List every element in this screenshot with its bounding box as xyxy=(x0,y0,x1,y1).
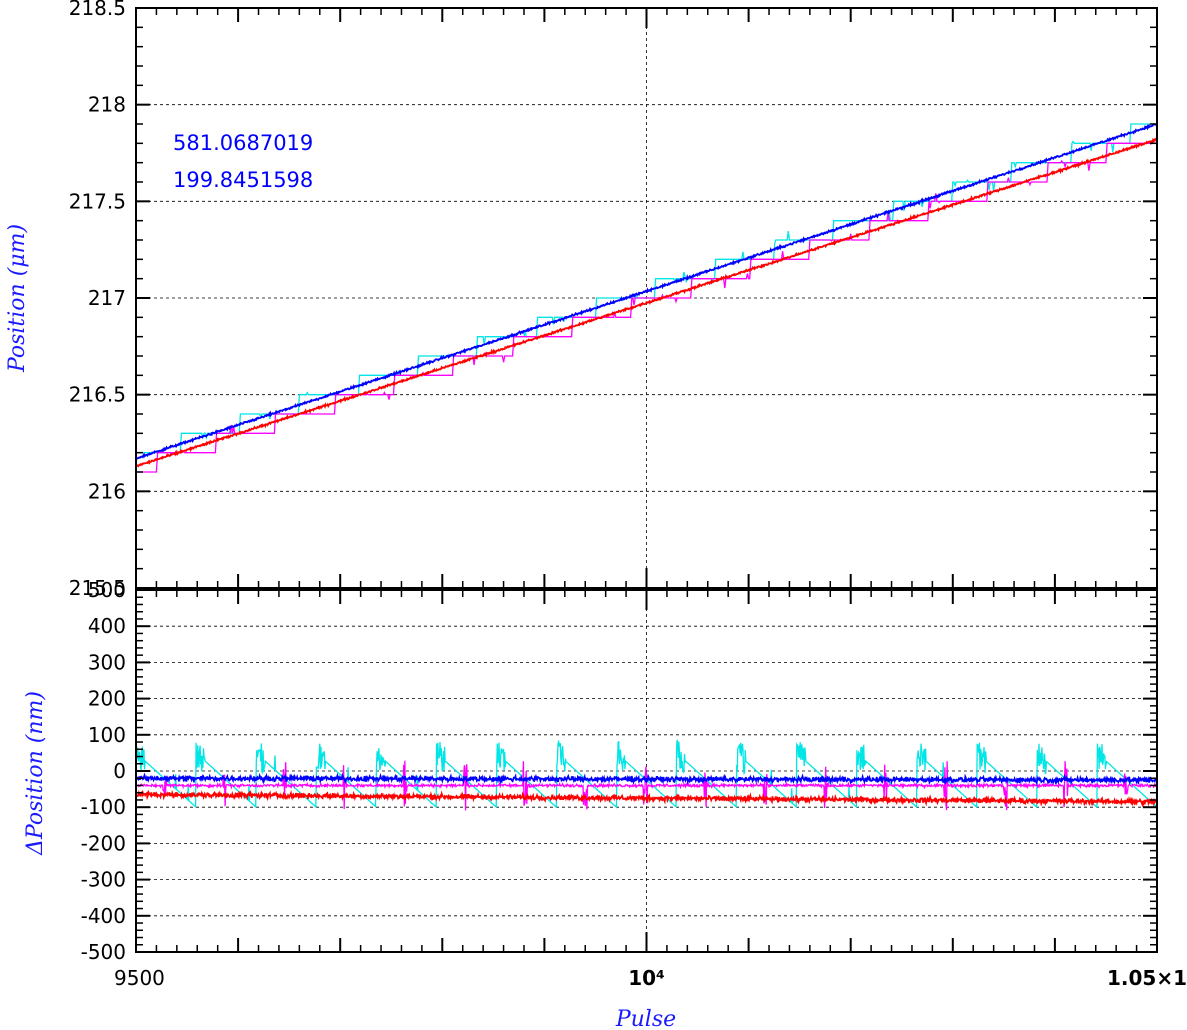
bottom-y-axis-title: ΔPosition (nm) xyxy=(23,691,48,856)
x-tick-label: 10⁴ xyxy=(628,966,665,990)
top-ytick-label: 218.5 xyxy=(69,0,126,20)
bottom-ytick-label: -200 xyxy=(81,831,126,855)
top-ytick-label: 216.5 xyxy=(69,383,126,407)
grid-layer xyxy=(136,8,1157,952)
bottom-ytick-label: -400 xyxy=(81,904,126,928)
top-ytick-label: 216 xyxy=(88,479,126,503)
bottom-series-magenta xyxy=(135,760,1158,811)
x-tick-label: 9500 xyxy=(114,966,165,990)
top-ytick-label: 218 xyxy=(88,93,126,117)
bottom-ytick-label: 400 xyxy=(88,614,126,638)
frame-layer xyxy=(135,7,1158,953)
label-layer: 215.5 216 216.5 217 217.5 218 218.5 -500 -400 -30… xyxy=(69,0,1187,990)
bottom-series-red xyxy=(135,789,1158,808)
top-ytick-label: 217.5 xyxy=(69,189,126,213)
x-axis-title: Pulse xyxy=(615,1007,676,1030)
bottom-ytick-label: 300 xyxy=(88,650,126,674)
top-series-blue xyxy=(135,123,1158,460)
bottom-ytick-label: 100 xyxy=(88,723,126,747)
series-layer xyxy=(135,123,1158,811)
top-ytick-label: 215.5 xyxy=(69,576,126,600)
bottom-series-blue xyxy=(135,772,1158,787)
bottom-ytick-label: -500 xyxy=(81,940,126,964)
annotation-2: 199.8451598 xyxy=(173,168,313,192)
annotation-1: 581.0687019 xyxy=(173,131,313,155)
bottom-ytick-label: 0 xyxy=(113,759,126,783)
x-tick-label: 1.05×1 xyxy=(1107,966,1187,990)
top-ytick-label: 217 xyxy=(88,286,126,310)
top-y-axis-title: Position (μm) xyxy=(5,224,30,373)
bottom-ytick-label: 200 xyxy=(88,687,126,711)
bottom-ytick-label: -100 xyxy=(81,795,126,819)
bottom-ytick-label: -300 xyxy=(81,868,126,892)
bottom-ytick-label: 500 xyxy=(88,578,126,602)
top-series-red xyxy=(135,137,1158,468)
